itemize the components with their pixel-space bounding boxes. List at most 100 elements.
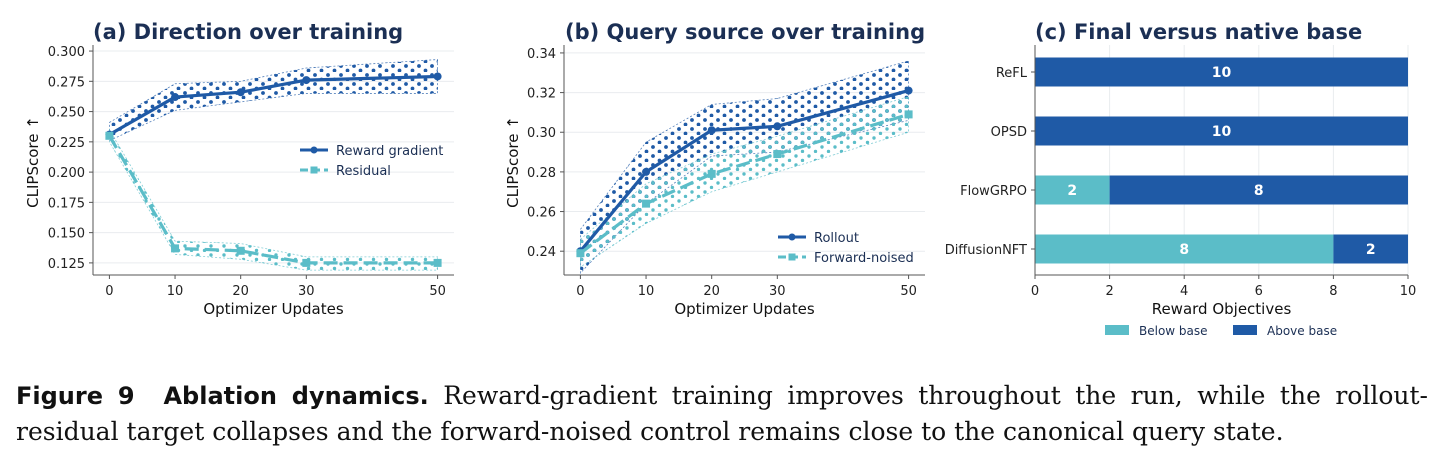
bar-value-label: 2 <box>1366 242 1376 258</box>
panel-c-xlabel: Reward Objectives <box>1152 300 1292 318</box>
data-point <box>433 258 442 267</box>
data-point <box>433 72 442 81</box>
legend-swatch <box>1105 325 1129 335</box>
y-tick-label: 0.28 <box>527 166 556 181</box>
data-point <box>773 150 782 159</box>
data-point <box>707 169 716 178</box>
series-line <box>108 134 438 265</box>
legend-label: Reward gradient <box>336 144 443 159</box>
bar-value-label: 8 <box>1254 183 1264 199</box>
x-tick-label: 0 <box>105 284 113 299</box>
panel-c-title: (c) Final versus native base <box>1035 20 1362 44</box>
legend-marker <box>310 166 318 174</box>
x-tick-label: 4 <box>1180 284 1188 299</box>
bar-segment <box>1035 57 1408 87</box>
category-label: OPSD <box>991 125 1027 140</box>
legend-label: Above base <box>1267 324 1337 338</box>
y-tick-label: 0.30 <box>527 126 556 141</box>
bar-value-label: 10 <box>1212 65 1232 81</box>
series-line <box>579 112 910 255</box>
y-tick-label: 0.32 <box>527 87 556 102</box>
panel-b-ylabel: CLIPScore ↑ <box>504 116 522 208</box>
data-point <box>302 76 311 85</box>
panel-a-plot-area: 0.125 0.150 0.175 0.200 0.225 0.250 0.275 0.300… <box>48 45 454 299</box>
x-tick-label: 20 <box>232 284 249 299</box>
panel-a-title: (a) Direction over training <box>93 20 403 44</box>
x-tick-label: 10 <box>638 284 655 299</box>
x-tick-label: 0 <box>576 284 584 299</box>
panel-c: (c) Final versus native base Reward Obje… <box>945 20 1417 338</box>
category-label: ReFL <box>996 66 1028 81</box>
data-point <box>576 249 585 258</box>
x-tick-label: 50 <box>900 284 917 299</box>
figure: (a) Direction over training Optimizer Up… <box>24 20 1417 338</box>
y-tick-label: 0.125 <box>48 257 85 272</box>
panel-c-plot-area: 0 2 4 6 8 10 ReFL 10 OPSD 10 FlowGRPO 2 8 DiffusionNF… <box>945 45 1417 338</box>
legend-label: Residual <box>336 164 391 179</box>
data-point <box>773 122 782 131</box>
x-tick-label: 20 <box>703 284 720 299</box>
x-tick-label: 50 <box>429 284 446 299</box>
y-tick-label: 0.34 <box>527 47 556 62</box>
legend-label: Rollout <box>814 231 859 246</box>
caption-text: Reward-gradient training improves throug… <box>16 381 1428 446</box>
bar-segment <box>1035 234 1334 264</box>
confidence-band <box>109 128 438 271</box>
y-tick-label: 0.250 <box>48 106 85 121</box>
data-point <box>642 199 651 208</box>
panel-b-title: (b) Query source over training <box>565 20 925 44</box>
x-tick-label: 10 <box>167 284 184 299</box>
y-tick-label: 0.150 <box>48 227 85 242</box>
y-tick-label: 0.275 <box>48 75 85 90</box>
data-point <box>642 167 651 176</box>
data-point <box>302 258 311 267</box>
bar-value-label: 10 <box>1212 124 1232 140</box>
panel-a-ylabel: CLIPScore ↑ <box>24 116 42 208</box>
bar-value-label: 2 <box>1067 183 1077 199</box>
category-label: DiffusionNFT <box>945 243 1027 258</box>
bar-value-label: 8 <box>1179 242 1189 258</box>
x-tick-label: 8 <box>1329 284 1337 299</box>
x-tick-label: 6 <box>1255 284 1263 299</box>
data-point <box>171 244 180 253</box>
legend-label: Forward-noised <box>814 251 914 266</box>
panel-b-plot-area: 0.24 0.26 0.28 0.30 0.32 0.34 0 10 20 30 50 Rollout… <box>527 45 925 299</box>
caption-title: Ablation dynamics. <box>163 382 429 410</box>
y-tick-label: 0.200 <box>48 166 85 181</box>
y-tick-label: 0.24 <box>527 245 556 260</box>
panel-a: (a) Direction over training Optimizer Up… <box>24 20 454 318</box>
bar-segment <box>1333 234 1408 264</box>
panel-a-xlabel: Optimizer Updates <box>203 300 344 318</box>
legend-swatch <box>1233 325 1257 335</box>
legend-marker <box>788 233 796 241</box>
legend-label: Below base <box>1139 324 1208 338</box>
data-point <box>236 88 245 97</box>
figure-caption: Figure 9 Ablation dynamics. Reward-gradi… <box>16 378 1428 450</box>
caption-label: Figure 9 <box>16 382 135 410</box>
x-tick-label: 30 <box>298 284 315 299</box>
x-tick-label: 30 <box>769 284 786 299</box>
data-point <box>171 93 180 102</box>
data-point <box>904 110 913 119</box>
legend-marker <box>310 146 318 154</box>
y-tick-label: 0.175 <box>48 196 85 211</box>
data-point <box>707 126 716 135</box>
bar-segment <box>1035 116 1408 146</box>
y-tick-label: 0.300 <box>48 45 85 60</box>
category-label: FlowGRPO <box>960 184 1027 199</box>
bar-segment <box>1035 175 1110 205</box>
legend-marker <box>788 253 796 261</box>
data-point <box>904 86 913 95</box>
x-tick-label: 2 <box>1105 284 1113 299</box>
y-tick-label: 0.225 <box>48 136 85 151</box>
data-point <box>105 131 114 140</box>
data-point <box>236 246 245 255</box>
confidence-band <box>109 59 438 142</box>
y-tick-label: 0.26 <box>527 206 556 221</box>
x-tick-label: 0 <box>1031 284 1039 299</box>
panel-b: (b) Query source over training Optimizer… <box>504 20 925 318</box>
confidence-band <box>580 96 909 268</box>
x-tick-label: 10 <box>1400 284 1417 299</box>
panel-b-xlabel: Optimizer Updates <box>674 300 815 318</box>
bar-segment <box>1109 175 1408 205</box>
